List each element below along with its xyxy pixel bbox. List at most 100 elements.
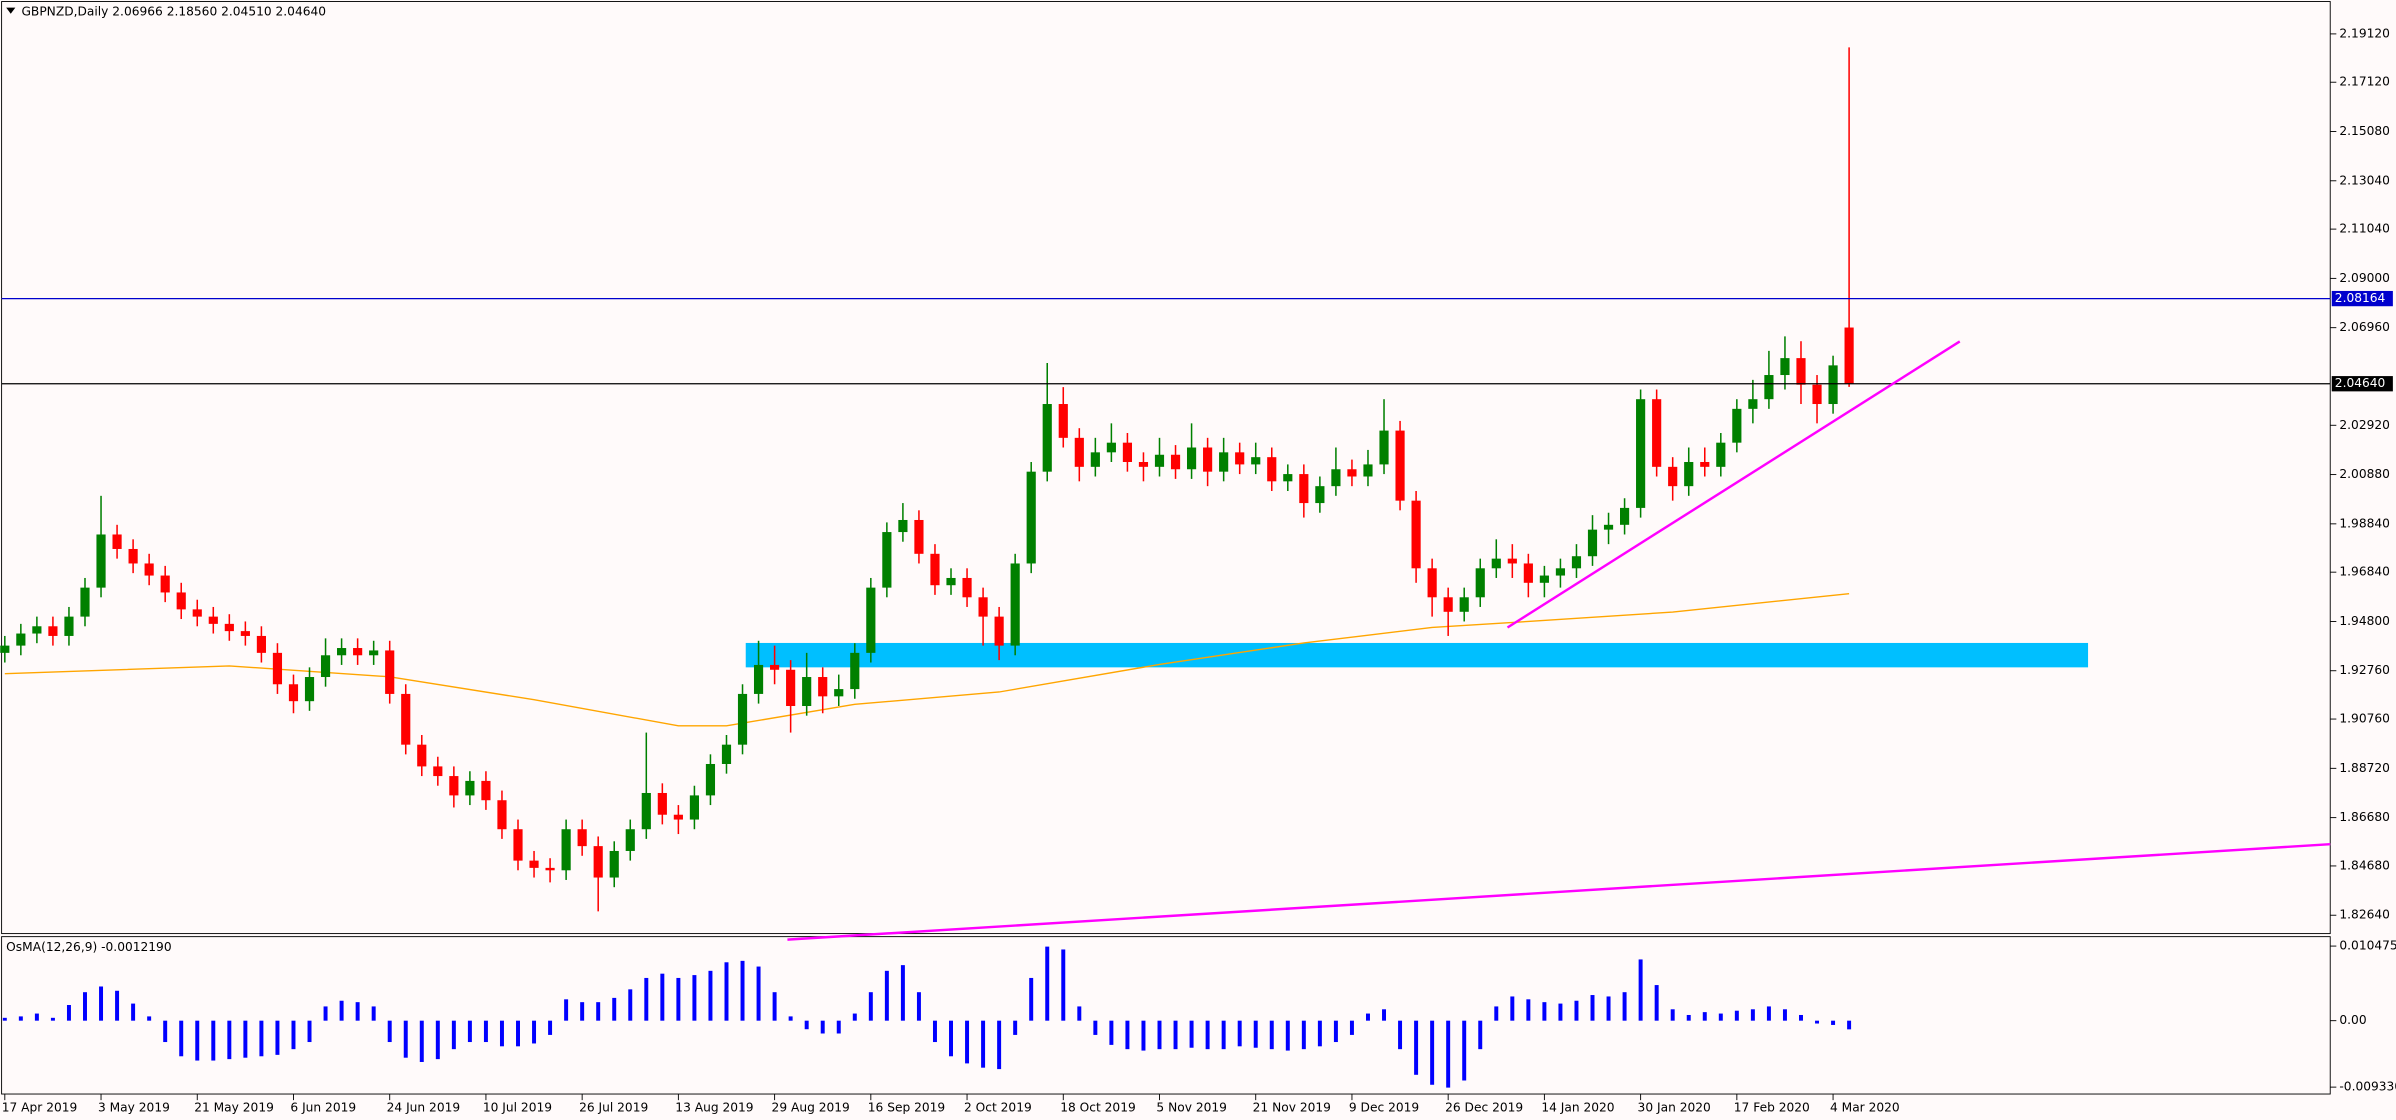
candle-body bbox=[1299, 474, 1309, 504]
oscillator-bar bbox=[1622, 992, 1627, 1021]
oscillator-bar bbox=[868, 992, 873, 1021]
x-tick-label: 29 Aug 2019 bbox=[772, 1100, 850, 1114]
y-tick-label: 1.88720 bbox=[2339, 761, 2390, 775]
oscillator-bar bbox=[1365, 1013, 1370, 1021]
candle-body bbox=[1619, 507, 1630, 525]
x-tick-label: 26 Dec 2019 bbox=[1445, 1100, 1523, 1114]
y-tick-label: 2.17120 bbox=[2339, 75, 2390, 89]
y-tick-label: 2.13040 bbox=[2339, 173, 2390, 187]
oscillator-bar bbox=[323, 1006, 328, 1021]
oscillator-bar bbox=[1253, 1020, 1258, 1048]
candle-body bbox=[593, 846, 603, 878]
x-tick-label: 21 May 2019 bbox=[194, 1100, 274, 1114]
candle-body bbox=[1363, 464, 1373, 477]
candle-body bbox=[513, 829, 523, 861]
candle-body bbox=[256, 635, 266, 653]
oscillator-bar bbox=[836, 1020, 841, 1034]
candle-body bbox=[1042, 404, 1052, 472]
candle-body bbox=[224, 623, 234, 632]
candle-body bbox=[449, 776, 459, 796]
oscillator-bar bbox=[660, 973, 665, 1021]
candle-body bbox=[1315, 486, 1325, 504]
oscillator-bar bbox=[50, 1017, 55, 1021]
candle-body bbox=[144, 563, 154, 576]
candle-body bbox=[1684, 462, 1694, 487]
oscillator-bar bbox=[1734, 1010, 1739, 1021]
oscillator-bar bbox=[965, 1020, 970, 1064]
candle-body bbox=[818, 677, 828, 697]
x-tick-label: 16 Sep 2019 bbox=[868, 1100, 945, 1114]
y-tick-label: -0.0093305 bbox=[2339, 1080, 2396, 1094]
oscillator-bar bbox=[227, 1020, 232, 1060]
oscillator-bar bbox=[1815, 1020, 1820, 1024]
oscillator-bar bbox=[66, 1005, 71, 1021]
oscillator-bar bbox=[932, 1020, 937, 1043]
oscillator-bar bbox=[483, 1020, 488, 1043]
candle-body bbox=[80, 587, 90, 617]
candle-body bbox=[786, 669, 796, 707]
candle-body bbox=[1427, 568, 1437, 598]
oscillator-bar bbox=[451, 1020, 456, 1050]
oscillator-bar bbox=[1285, 1020, 1290, 1051]
oscillator-bar bbox=[1189, 1020, 1194, 1048]
candle-body bbox=[737, 693, 748, 745]
oscillator-bar bbox=[981, 1020, 986, 1068]
oscillator-bar bbox=[147, 1016, 152, 1021]
oscillator-bar bbox=[1077, 1006, 1082, 1021]
candle-body bbox=[353, 648, 363, 656]
candle-body bbox=[1828, 365, 1838, 405]
candle-body bbox=[1074, 437, 1084, 467]
y-tick-label: 2.15080 bbox=[2339, 124, 2390, 138]
y-tick-label: 2.19120 bbox=[2339, 26, 2390, 40]
oscillator-bar bbox=[1670, 1009, 1675, 1021]
oscillator-bar bbox=[852, 1013, 857, 1021]
oscillator-bar bbox=[1414, 1020, 1419, 1075]
candle-body bbox=[112, 534, 122, 549]
oscillator-bar bbox=[211, 1020, 216, 1061]
oscillator-bar bbox=[34, 1013, 39, 1021]
candle-body bbox=[1203, 447, 1213, 472]
candle-body bbox=[1058, 404, 1068, 438]
candle-body bbox=[1122, 442, 1133, 463]
oscillator-bar bbox=[756, 966, 761, 1021]
x-tick-label: 30 Jan 2020 bbox=[1638, 1100, 1711, 1114]
x-tick-label: 5 Nov 2019 bbox=[1156, 1100, 1227, 1114]
oscillator-bar bbox=[1093, 1020, 1098, 1035]
moving-average bbox=[4, 592, 1850, 727]
candle-body bbox=[1748, 399, 1758, 409]
candle-body bbox=[657, 792, 667, 815]
candle-body bbox=[1251, 457, 1261, 465]
candle-body bbox=[1283, 474, 1293, 482]
candle-body bbox=[385, 650, 395, 694]
oscillator-bar bbox=[1125, 1020, 1130, 1050]
oscillator-bar bbox=[259, 1020, 264, 1057]
candle-body bbox=[0, 645, 10, 653]
candle-body bbox=[1395, 430, 1405, 501]
x-tick-label: 9 Dec 2019 bbox=[1349, 1100, 1419, 1114]
trendline bbox=[787, 842, 2331, 941]
candle-body bbox=[465, 780, 475, 796]
candle-body bbox=[1812, 384, 1822, 405]
oscillator-bar bbox=[1109, 1020, 1114, 1045]
candle-body bbox=[208, 616, 218, 624]
candle-body bbox=[1411, 500, 1421, 569]
x-tick-label: 17 Apr 2019 bbox=[2, 1100, 78, 1114]
x-tick-label: 13 Aug 2019 bbox=[675, 1100, 753, 1114]
oscillator-bar bbox=[692, 975, 697, 1021]
candle-body bbox=[433, 766, 443, 777]
oscillator-bar bbox=[403, 1020, 408, 1058]
oscillator-bar bbox=[900, 965, 905, 1021]
oscillator-bar bbox=[1606, 996, 1611, 1021]
candle-body bbox=[1716, 442, 1726, 467]
y-tick-label: 2.00880 bbox=[2339, 467, 2390, 481]
candle-body bbox=[946, 577, 956, 586]
oscillator-bar bbox=[467, 1020, 472, 1043]
oscillator-bar bbox=[564, 999, 569, 1021]
oscillator-bar bbox=[1526, 999, 1531, 1021]
oscillator-bar bbox=[708, 970, 713, 1021]
oscillator-bar bbox=[1141, 1020, 1146, 1051]
y-tick-label: 0.0104752 bbox=[2339, 939, 2396, 953]
oscillator-bar bbox=[772, 992, 777, 1021]
candle-body bbox=[1379, 430, 1389, 465]
